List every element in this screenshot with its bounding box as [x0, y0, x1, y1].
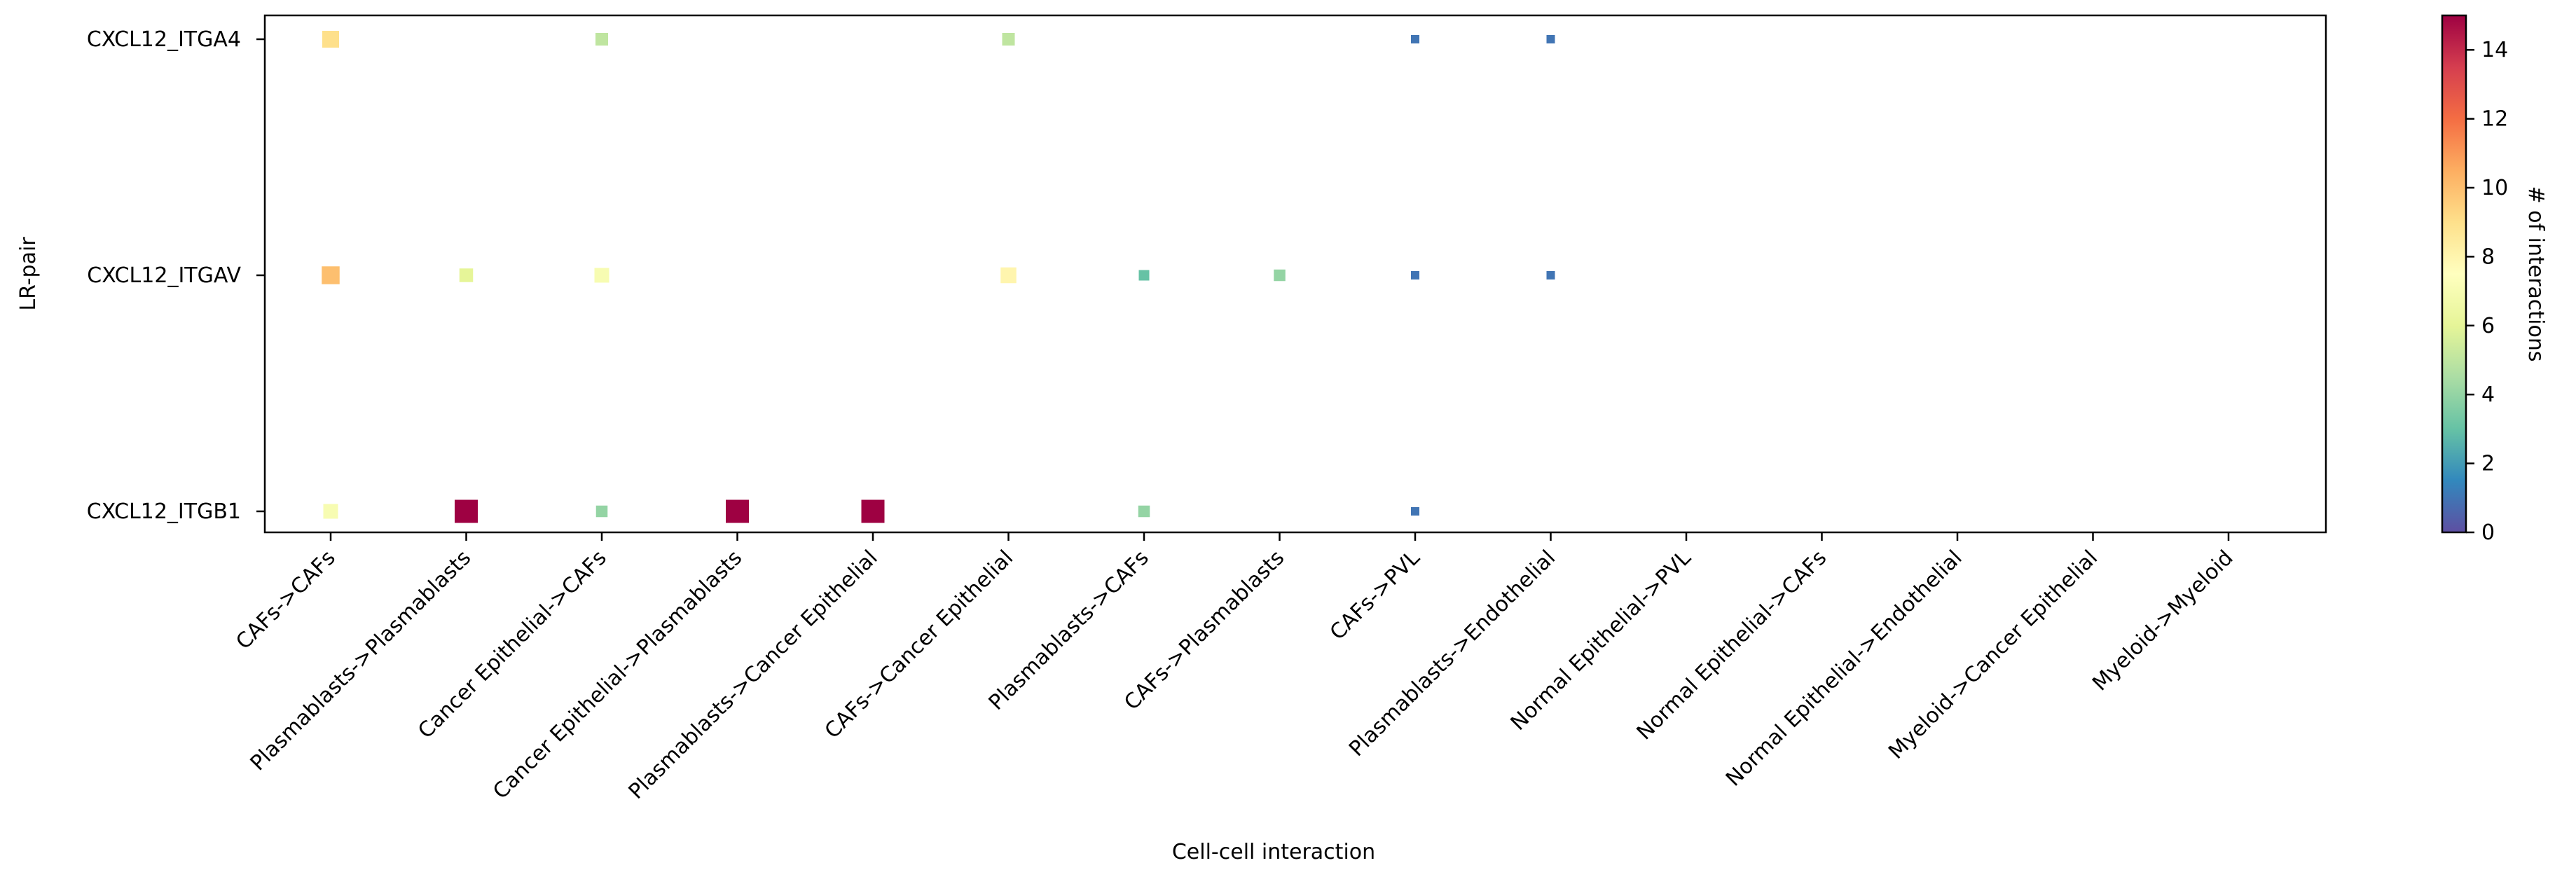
x-tick-label: Myeloid->Myeloid: [2088, 546, 2238, 696]
data-marker: [1000, 267, 1017, 284]
x-axis-label: Cell-cell interaction: [1172, 840, 1375, 864]
colorbar-label: # of interactions: [2523, 186, 2548, 361]
data-marker: [322, 266, 340, 284]
x-axis: CAFs->CAFsPlasmablasts->PlasmablastsCanc…: [231, 532, 2238, 804]
colorbar-gradient: [2441, 14, 2467, 534]
x-tick-label: CAFs->CAFs: [231, 546, 340, 654]
y-axis-label: LR-pair: [16, 237, 41, 311]
x-tick-label: Plasmablasts->Cancer Epithelial: [624, 546, 883, 804]
x-tick-label: Normal Epithelial->Endothelial: [1721, 546, 1967, 792]
data-marker: [595, 33, 608, 46]
colorbar-tick-label: 14: [2481, 38, 2508, 62]
data-marker: [1411, 35, 1419, 43]
data-marker: [1411, 271, 1419, 279]
y-axis: CXCL12_ITGA4 CXCL12_ITGAV CXCL12_ITGB1: [87, 27, 265, 524]
data-marker: [1546, 35, 1555, 43]
x-tick-label: Cancer Epithelial->Plasmablasts: [488, 546, 747, 804]
colorbar-tick-label: 8: [2481, 244, 2495, 269]
data-marker: [1546, 271, 1555, 279]
data-markers: [322, 31, 1555, 523]
colorbar-tick-label: 12: [2481, 107, 2508, 132]
data-marker: [323, 504, 338, 519]
data-marker: [459, 268, 474, 282]
data-marker: [455, 499, 478, 523]
plot-area: [263, 14, 2327, 534]
colorbar-tick-label: 2: [2481, 452, 2495, 476]
data-marker: [1411, 507, 1419, 516]
colorbar-tick-label: 6: [2481, 314, 2495, 338]
data-marker: [861, 499, 885, 523]
y-tick-label: CXCL12_ITGB1: [87, 499, 241, 524]
data-marker: [595, 505, 608, 518]
colorbar: 0 2 4 6 8 10 12 14 # of interactions: [2441, 14, 2548, 545]
data-marker: [1274, 269, 1286, 282]
y-tick-label: CXCL12_ITGAV: [87, 263, 241, 288]
data-marker: [1138, 270, 1150, 281]
x-tick-label: Plasmablasts->Plasmablasts: [246, 546, 476, 776]
colorbar-tick-label: 4: [2481, 382, 2495, 407]
colorbar-ticks: 0 2 4 6 8 10 12 14: [2466, 38, 2508, 545]
data-marker: [1002, 33, 1015, 46]
colorbar-tick-label: 0: [2481, 520, 2495, 545]
data-marker: [594, 268, 609, 283]
data-marker: [1138, 505, 1150, 518]
data-marker: [726, 499, 749, 523]
colorbar-tick-label: 10: [2481, 176, 2508, 200]
x-tick-label: CAFs->PVL: [1325, 546, 1425, 645]
y-tick-label: CXCL12_ITGA4: [87, 27, 241, 52]
data-marker: [322, 31, 339, 48]
